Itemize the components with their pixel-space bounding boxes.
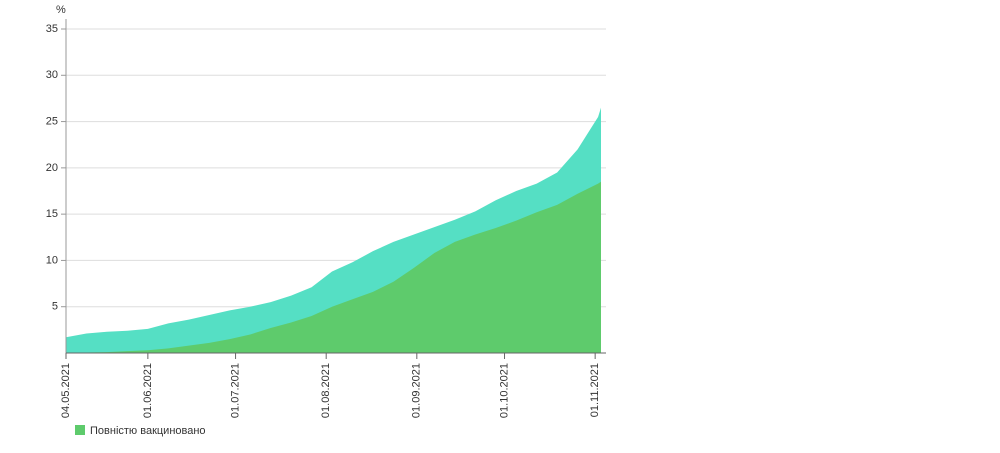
y-tick-label: 25 [46,115,58,127]
y-tick-label: 15 [46,208,58,220]
y-tick-label: 10 [46,254,58,266]
x-tick-label: 01.08.2021 [320,363,332,418]
y-tick-label: 20 [46,162,58,174]
y-axis-label: % [56,4,66,16]
area [66,181,601,353]
x-tick-label: 01.09.2021 [411,363,423,418]
y-tick-label: 5 [52,301,58,313]
x-tick-label: 01.07.2021 [229,363,241,418]
x-tick-label: 04.05.2021 [60,363,72,418]
legend-swatch [75,425,85,435]
x-tick-label: 01.10.2021 [498,363,510,418]
x-tick-label: 01.11.2021 [589,363,601,417]
y-tick-label: 30 [46,69,58,81]
x-tick-label: 01.06.2021 [142,363,154,418]
y-tick-label: 35 [46,23,58,35]
legend-label: Повністю вакциновано [90,425,206,437]
